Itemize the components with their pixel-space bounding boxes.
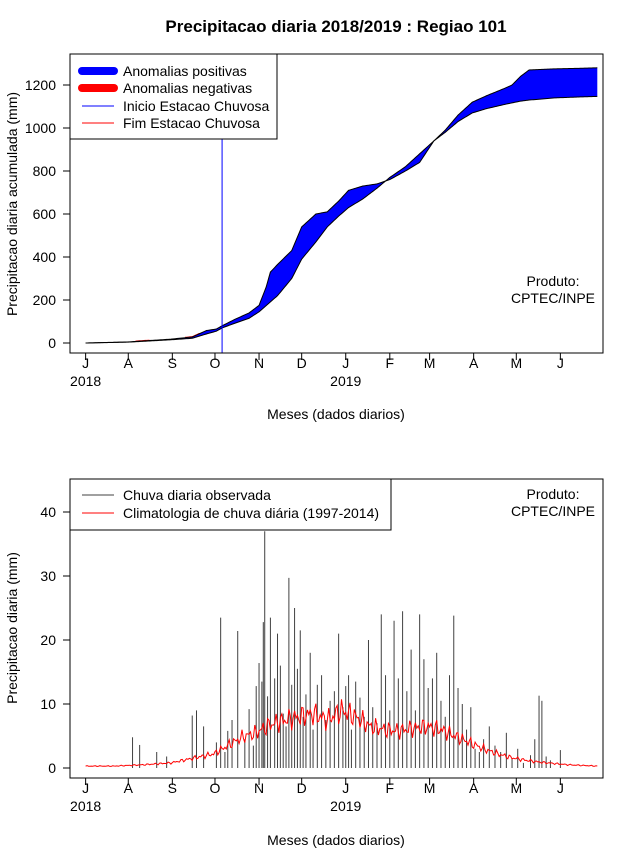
legend-label-positive: Anomalias positivas: [123, 63, 247, 79]
top-y-axis-title: Precipitacao diaria acumulada (mm): [4, 92, 20, 316]
chart-title: Precipitacao diaria 2018/2019 : Regiao 1…: [165, 17, 506, 36]
top-x-axis-title: Meses (dados diarios): [267, 406, 405, 422]
legend-label-observed: Chuva diaria observada: [123, 487, 271, 503]
observed-daily-bars: [132, 531, 561, 768]
bottom-x-tick-label: A: [124, 780, 134, 796]
bottom-x-tick-label: J: [557, 780, 564, 796]
top-x-tick-label: A: [124, 355, 134, 371]
bottom-y-tick-label: 40: [40, 504, 56, 520]
observed-accumulated-line: [85, 67, 598, 344]
bottom-y-tick-label: 30: [40, 568, 56, 584]
top-x-tick-label: S: [168, 355, 177, 371]
bottom-x-tick-label: F: [386, 780, 395, 796]
top-x-tick-label: A: [469, 355, 479, 371]
top-x-tick-label: D: [297, 355, 307, 371]
bottom-x-tick-label: S: [168, 780, 177, 796]
bottom-chart: 0 10 20 30 40 J A S O N D J F M A M J 2018 2019 Meses (da…: [4, 478, 604, 848]
negative-anomaly-area: [185, 332, 200, 339]
top-x-tick-label: F: [386, 355, 395, 371]
bottom-x-tick-label: N: [254, 780, 264, 796]
top-x-tick-label: M: [424, 355, 436, 371]
bottom-x-tick-label: M: [510, 780, 522, 796]
climatology-accumulated-line: [85, 95, 598, 344]
bottom-legend-box: [69, 478, 392, 531]
top-product-label-line2: CPTEC/INPE: [511, 290, 595, 306]
bottom-x-tick-label: J: [82, 780, 89, 796]
top-x-tick-label: J: [557, 355, 564, 371]
top-chart: 0 200 400 600 800 1000 1200 J A S O N D J F M A M J 2018 20…: [4, 53, 604, 422]
top-x-tick-label: O: [210, 355, 221, 371]
top-y-tick-label: 400: [33, 249, 57, 265]
top-year-label: 2018: [70, 373, 101, 389]
top-series-lines: [85, 67, 598, 344]
bottom-x-axis: J A S O N D J F M A M J 2018 2019: [70, 777, 564, 814]
top-product-label-line1: Produto:: [527, 273, 580, 289]
bottom-x-tick-label: J: [342, 780, 349, 796]
bottom-legend: Chuva diaria observada Climatologia de c…: [69, 478, 392, 531]
bottom-y-tick-label: 20: [40, 632, 56, 648]
legend-label-climatology: Climatologia de chuva diária (1997-2014): [123, 505, 379, 521]
bottom-year-label: 2018: [70, 798, 101, 814]
bottom-y-axis-title: Precipitacao diaria (mm): [4, 552, 20, 704]
bottom-y-axis: 0 10 20 30 40: [40, 504, 71, 776]
legend-label-negative: Anomalias negativas: [123, 80, 252, 96]
bottom-x-tick-label: O: [210, 780, 221, 796]
top-y-tick-label: 200: [33, 292, 57, 308]
top-y-tick-label: 800: [33, 163, 57, 179]
top-year-label: 2019: [330, 373, 361, 389]
bottom-product-label-line2: CPTEC/INPE: [511, 503, 595, 519]
positive-anomaly-area: [85, 67, 598, 344]
top-legend: Anomalias positivas Anomalias negativas …: [69, 53, 278, 140]
bottom-y-tick-label: 0: [48, 760, 56, 776]
top-y-tick-label: 0: [48, 335, 56, 351]
top-y-axis: 0 200 400 600 800 1000 1200: [25, 77, 71, 351]
top-y-tick-label: 600: [33, 206, 57, 222]
bottom-y-tick-label: 10: [40, 696, 56, 712]
climatology-line-group: [85, 699, 598, 768]
top-x-axis: J A S O N D J F M A M J 2018 2019: [70, 352, 564, 389]
top-x-tick-label: M: [510, 355, 522, 371]
top-x-tick-label: J: [82, 355, 89, 371]
top-x-tick-label: J: [342, 355, 349, 371]
climatology-daily-line: [85, 699, 598, 768]
bottom-x-tick-label: D: [297, 780, 307, 796]
legend-label-season-end: Fim Estacao Chuvosa: [123, 115, 260, 131]
top-y-tick-label: 1000: [25, 120, 56, 136]
top-x-tick-label: N: [254, 355, 264, 371]
bottom-product-label-line1: Produto:: [527, 486, 580, 502]
top-y-tick-label: 1200: [25, 77, 56, 93]
bottom-x-tick-label: A: [469, 780, 479, 796]
legend-label-season-start: Inicio Estacao Chuvosa: [123, 98, 270, 114]
bottom-x-axis-title: Meses (dados diarios): [267, 832, 405, 848]
bottom-year-label: 2019: [330, 798, 361, 814]
bottom-x-tick-label: M: [424, 780, 436, 796]
